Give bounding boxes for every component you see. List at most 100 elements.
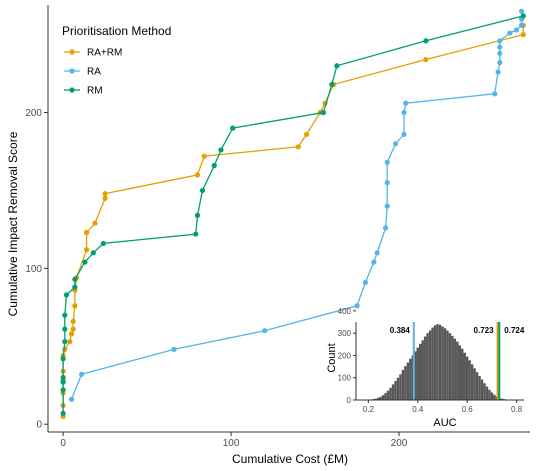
- histogram-bar: [406, 362, 410, 400]
- histogram-bar: [490, 392, 494, 400]
- histogram-bar: [389, 387, 392, 400]
- series-rm: [60, 13, 526, 416]
- data-point-ra: [519, 8, 525, 14]
- data-point-ra: [382, 225, 389, 231]
- histogram-bar: [463, 352, 466, 400]
- marker-label: 0.724: [504, 326, 525, 335]
- data-point-rm: [62, 312, 68, 318]
- histogram-bar: [470, 364, 474, 400]
- data-point-rm: [520, 13, 526, 19]
- histogram-bar: [456, 341, 459, 400]
- histogram-bar: [480, 379, 484, 400]
- data-point-rm: [72, 276, 78, 282]
- data-point-ra: [384, 203, 390, 209]
- inset-x-axis-ticks: 0.2 0.4 0.6 0.8: [363, 400, 523, 414]
- data-point-rm: [334, 63, 340, 69]
- inset-y-axis-title: Count: [326, 343, 338, 372]
- x-tick-label: 100: [223, 438, 240, 449]
- data-point-ra: [497, 38, 503, 44]
- legend-item-ra: RA: [64, 67, 101, 78]
- data-point-ra-rm: [84, 229, 90, 236]
- data-point-ra-rm: [84, 247, 90, 253]
- data-point-ra-rm: [92, 220, 98, 226]
- marker-label: 0.384: [390, 326, 411, 335]
- histogram-bar: [381, 395, 385, 400]
- data-point-ra: [497, 44, 503, 50]
- data-point-rm: [60, 356, 66, 362]
- histogram-bar: [377, 397, 380, 400]
- histogram-bar: [431, 327, 434, 400]
- histogram-bar: [478, 375, 481, 400]
- legend-key-point: [69, 68, 75, 74]
- histogram-bar: [493, 394, 496, 400]
- data-point-ra-rm: [295, 144, 301, 150]
- data-point-rm: [199, 187, 206, 194]
- legend-label: RM: [87, 86, 103, 97]
- legend-label: RA: [87, 67, 101, 78]
- inset-histogram: 0.384 0.723 0.724 0.2 0.4 0.6 0.8 0 100 200 300 4…: [320, 307, 530, 430]
- data-point-rm: [194, 212, 201, 218]
- inset-x-tick-label: 0.8: [511, 405, 523, 414]
- data-point-rm: [230, 125, 236, 131]
- data-point-ra-rm: [201, 153, 207, 159]
- data-point-ra: [171, 346, 177, 353]
- x-axis-ticks: 0 100 200: [60, 432, 408, 449]
- histogram-bar: [475, 372, 479, 400]
- y-tick-label: 0: [36, 420, 42, 431]
- histogram-bar: [451, 335, 454, 400]
- data-point-ra-rm: [67, 339, 73, 345]
- histogram-bar: [483, 383, 486, 400]
- data-point-rm: [100, 240, 107, 247]
- data-point-ra-rm: [70, 318, 76, 324]
- data-point-ra: [497, 50, 503, 56]
- inset-x-tick-label: 0.2: [363, 405, 375, 414]
- x-tick-label: 200: [391, 438, 408, 449]
- series-layer: [60, 8, 526, 420]
- data-point-ra: [384, 159, 390, 165]
- marker-label: 0.723: [474, 326, 495, 335]
- inset-x-tick-label: 0.4: [412, 405, 424, 414]
- inset-markers: 0.384 0.723 0.724: [390, 322, 525, 400]
- data-point-rm: [423, 38, 429, 44]
- histogram-bar: [391, 384, 395, 400]
- histogram-bar: [500, 398, 503, 400]
- data-point-rm: [90, 250, 96, 256]
- data-point-ra: [519, 22, 525, 28]
- data-point-rm: [60, 387, 66, 393]
- histogram-bar: [438, 324, 442, 400]
- histogram-bar: [461, 348, 464, 400]
- data-point-rm: [63, 292, 70, 298]
- y-tick-label: 100: [25, 264, 42, 275]
- y-tick-label: 200: [25, 108, 42, 119]
- data-point-rm: [320, 109, 327, 116]
- legend: Prioritisation Method RA+RM RA RM: [62, 24, 171, 97]
- data-point-rm: [62, 326, 68, 332]
- data-point-ra: [374, 250, 380, 256]
- inset-y-tick-label: 100: [338, 374, 352, 383]
- histogram-bar: [423, 336, 427, 400]
- histogram-bar: [488, 389, 491, 400]
- data-point-ra: [497, 60, 503, 66]
- data-point-ra: [68, 396, 75, 402]
- data-point-ra-rm: [423, 56, 429, 63]
- data-point-ra-rm: [304, 131, 310, 137]
- histogram-bar: [419, 343, 422, 400]
- histogram-bar: [374, 398, 377, 400]
- histogram-bar: [448, 333, 452, 400]
- data-point-ra-rm: [68, 331, 75, 337]
- data-point-ra: [401, 109, 407, 116]
- histogram-bar: [441, 326, 444, 400]
- inset-y-axis-ticks: 0 100 200 300 400: [338, 307, 356, 405]
- histogram-bar: [384, 392, 387, 400]
- legend-title: Prioritisation Method: [62, 24, 171, 38]
- legend-item-ra-rm: RA+RM: [64, 48, 122, 59]
- histogram-bar: [428, 330, 432, 400]
- data-point-rm: [60, 410, 66, 416]
- data-point-ra: [495, 69, 501, 75]
- histogram-bar: [446, 330, 449, 400]
- histogram-bar: [465, 356, 469, 400]
- data-point-ra: [354, 303, 360, 309]
- legend-items: RA+RM RA RM: [64, 48, 122, 97]
